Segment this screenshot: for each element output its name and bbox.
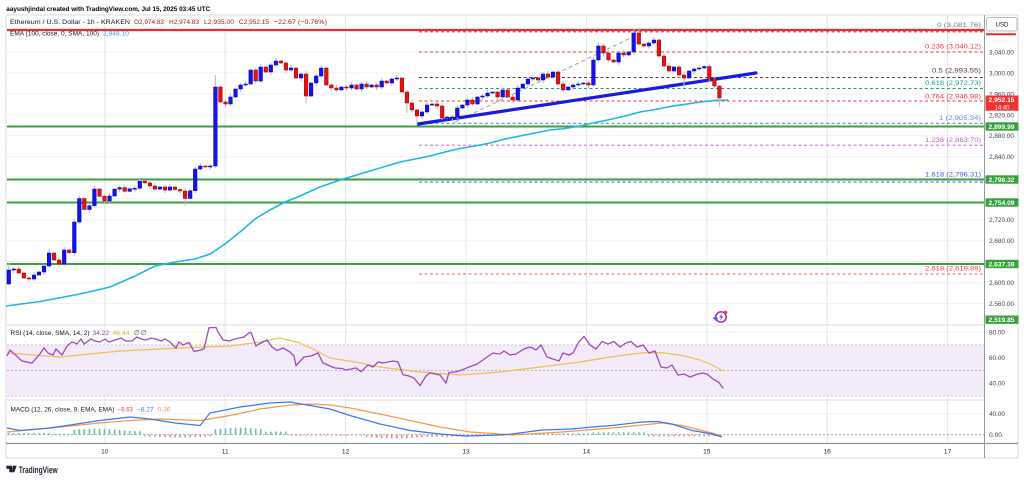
- svg-text:2,754.09: 2,754.09: [989, 200, 1015, 207]
- svg-text:RSI (14, close, SMA, 14, 2): RSI (14, close, SMA, 14, 2): [11, 330, 90, 337]
- svg-text:46.44: 46.44: [113, 330, 130, 337]
- svg-text:40.00: 40.00: [989, 411, 1005, 418]
- svg-text:L2,935.00: L2,935.00: [204, 19, 234, 26]
- svg-text:−8.27: −8.27: [137, 407, 154, 414]
- svg-text:60.00: 60.00: [989, 355, 1005, 362]
- svg-text:C2,952.15: C2,952.15: [239, 19, 269, 26]
- svg-text:2,680.00: 2,680.00: [989, 238, 1014, 245]
- svg-text:2,920.00: 2,920.00: [989, 112, 1014, 119]
- svg-text:2,519.85: 2,519.85: [989, 317, 1015, 324]
- svg-text:EMA (100, close, 0, SMA, 100): EMA (100, close, 0, SMA, 100): [10, 31, 99, 38]
- svg-text:11: 11: [222, 449, 229, 456]
- svg-text:2,948.10: 2,948.10: [103, 31, 129, 38]
- svg-text:Ethereum / U.S. Dollar - 1h -: Ethereum / U.S. Dollar - 1h - KRAKEN: [10, 19, 130, 26]
- svg-text:2,560.00: 2,560.00: [989, 301, 1014, 308]
- svg-text:14:40: 14:40: [995, 105, 1011, 111]
- svg-text:2,960.00: 2,960.00: [989, 91, 1014, 98]
- svg-text:3,040.00: 3,040.00: [989, 49, 1014, 56]
- svg-text:40.00: 40.00: [989, 381, 1005, 388]
- svg-text:3,000.00: 3,000.00: [989, 70, 1014, 77]
- svg-text:2,798.32: 2,798.32: [989, 177, 1015, 184]
- svg-text:17: 17: [944, 449, 952, 456]
- svg-text:0.236 (3,040.12): 0.236 (3,040.12): [925, 44, 981, 51]
- svg-text:0.00: 0.00: [989, 432, 1002, 439]
- svg-text:10: 10: [101, 449, 109, 456]
- svg-text:0.5 (2,993.55): 0.5 (2,993.55): [932, 68, 981, 75]
- svg-text:34.22: 34.22: [93, 330, 110, 337]
- svg-text:16: 16: [824, 449, 832, 456]
- svg-text:15: 15: [703, 449, 711, 456]
- svg-text:USD: USD: [996, 22, 1009, 29]
- svg-text:MACD (12, 26, close, 9, EMA, E: MACD (12, 26, close, 9, EMA, EMA): [11, 407, 115, 414]
- svg-text:2,840.00: 2,840.00: [989, 154, 1014, 161]
- svg-text:2,720.00: 2,720.00: [989, 217, 1014, 224]
- svg-text:2,600.00: 2,600.00: [989, 280, 1014, 287]
- svg-text:0.618 (2,972.73): 0.618 (2,972.73): [925, 80, 981, 87]
- svg-text:14: 14: [583, 449, 591, 456]
- svg-text:0.764 (2,946.98): 0.764 (2,946.98): [925, 94, 981, 101]
- svg-text:aayushjindal created with Trad: aayushjindal created with TradingView.co…: [6, 6, 210, 13]
- svg-text:13: 13: [462, 449, 470, 456]
- svg-text:2,952.15: 2,952.15: [989, 97, 1015, 104]
- svg-text:H2,974.83: H2,974.83: [169, 19, 199, 26]
- svg-text:1 (2,905.34): 1 (2,905.34): [939, 115, 981, 122]
- svg-text:∅: ∅: [134, 330, 140, 337]
- svg-text:1.618 (2,796.31): 1.618 (2,796.31): [925, 172, 981, 179]
- svg-text:12: 12: [342, 449, 350, 456]
- svg-text:−8.63: −8.63: [118, 407, 133, 414]
- svg-text:2,899.99: 2,899.99: [989, 124, 1015, 131]
- svg-text:TradingView: TradingView: [19, 465, 59, 475]
- svg-text:2,637.39: 2,637.39: [989, 262, 1015, 269]
- svg-text:80.00: 80.00: [989, 330, 1005, 337]
- svg-text:∅: ∅: [141, 330, 147, 337]
- svg-text:1.236 (2,863.70): 1.236 (2,863.70): [925, 137, 981, 144]
- svg-text:2.618 (2,619.89): 2.618 (2,619.89): [925, 266, 981, 273]
- svg-text:O2,974.83: O2,974.83: [134, 19, 164, 26]
- svg-text:0 (3,081.76): 0 (3,081.76): [937, 22, 981, 29]
- svg-text:−22.67 (−0.76%): −22.67 (−0.76%): [274, 19, 327, 26]
- svg-text:2,880.00: 2,880.00: [989, 133, 1014, 140]
- svg-text:0.36: 0.36: [158, 407, 171, 414]
